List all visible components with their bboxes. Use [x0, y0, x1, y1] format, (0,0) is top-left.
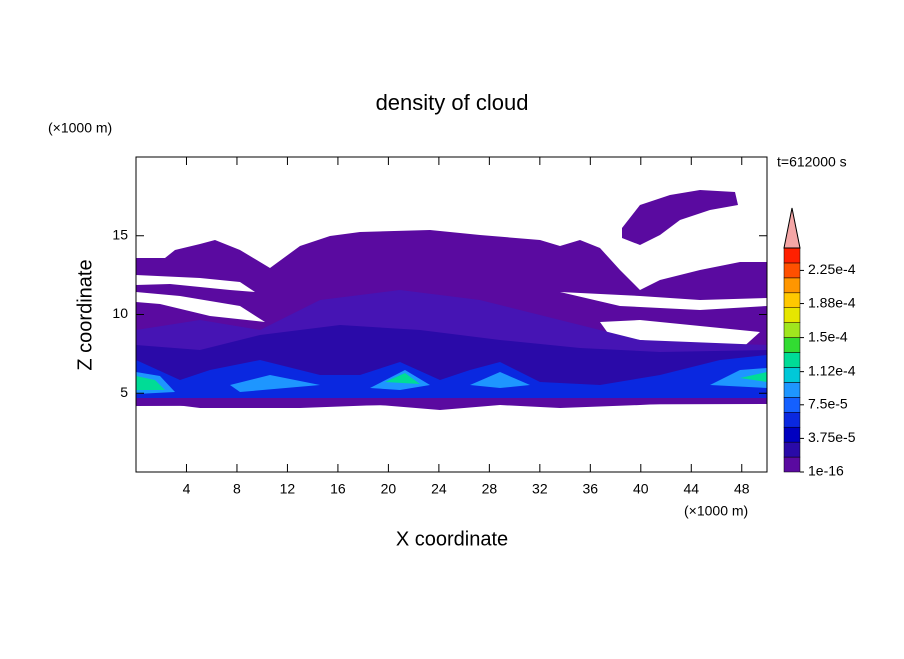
colorbar-box [783, 382, 801, 398]
x-tick-label: 16 [330, 481, 346, 497]
x-tick-label: 28 [482, 481, 498, 497]
colorbar-box [783, 412, 801, 428]
time-annotation: t=612000 s [777, 154, 847, 170]
x-tick-label: 36 [583, 481, 599, 497]
x-tick-label: 8 [233, 481, 241, 497]
colorbar-tick-label: 1.88e-4 [808, 294, 856, 310]
x-tick-label: 48 [734, 481, 750, 497]
x-tick-label: 24 [431, 481, 447, 497]
colorbar-box [783, 367, 801, 383]
colorbar-extension [783, 207, 801, 249]
chart-title: density of cloud [376, 90, 529, 115]
colorbar-box [783, 337, 801, 353]
colorbar-tick-label: 3.75e-5 [808, 429, 856, 445]
x-tick-label: 40 [633, 481, 649, 497]
colorbar-tick-label: 7.5e-5 [808, 396, 848, 412]
contour-field [136, 190, 767, 410]
x-tick-label: 12 [280, 481, 296, 497]
x-tick-label: 32 [532, 481, 548, 497]
x-tick-label: 20 [381, 481, 397, 497]
colorbar-box [783, 426, 801, 443]
colorbar-tick-label: 2.25e-4 [808, 261, 856, 277]
colorbar-box [783, 456, 801, 473]
colorbar-box [783, 441, 801, 458]
y-unit: (×1000 m) [48, 120, 112, 136]
colorbar-tick-label: 1e-16 [808, 463, 844, 479]
x-tick-label: 4 [183, 481, 191, 497]
y-tick-label: 10 [112, 305, 128, 321]
colorbar-box [783, 292, 801, 308]
colorbar-tick-label: 1.12e-4 [808, 362, 856, 378]
x-axis-label: X coordinate [396, 528, 508, 550]
colorbar-box [783, 247, 801, 264]
colorbar-box [783, 322, 801, 338]
x-unit: (×1000 m) [684, 503, 748, 519]
y-axis-label: Z coordinate [74, 259, 96, 370]
y-tick-label: 5 [120, 384, 128, 400]
colorbar-box [783, 352, 801, 368]
colorbar-box [783, 277, 801, 294]
colorbar-box [783, 397, 801, 413]
colorbar-box [783, 262, 801, 279]
colorbar-tick-label: 1.5e-4 [808, 328, 848, 344]
colorbar-box [783, 307, 801, 323]
x-tick-label: 44 [683, 481, 699, 497]
y-tick-label: 15 [112, 226, 128, 242]
